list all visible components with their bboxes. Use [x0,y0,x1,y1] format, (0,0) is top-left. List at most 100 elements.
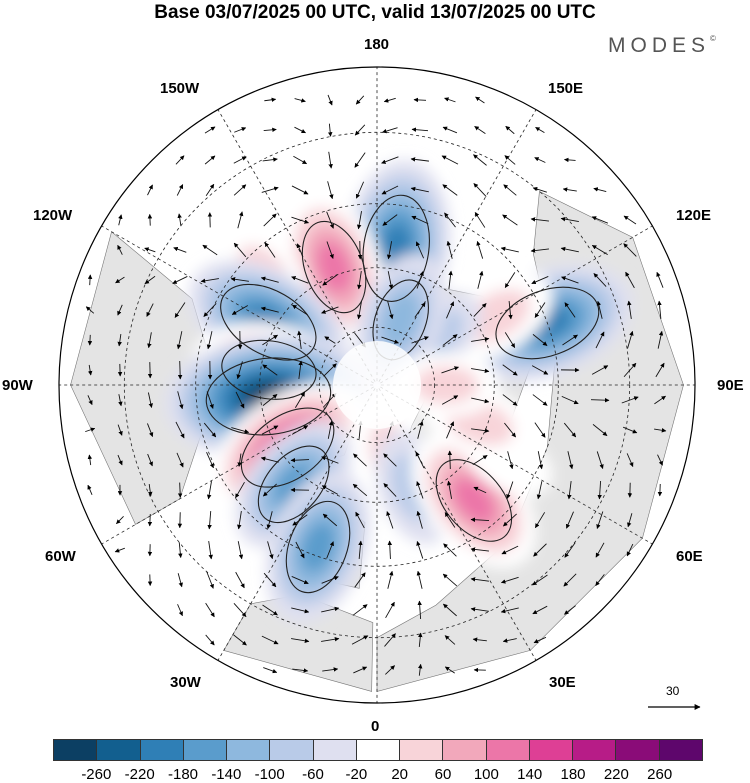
wind-vector [562,334,578,346]
wind-vector [597,480,602,500]
wind-vector [322,513,338,527]
wind-vector [262,157,278,162]
wind-vector [386,241,393,260]
wind-vector [473,154,487,166]
wind-vector [174,302,186,318]
anomaly-contour [205,357,332,436]
wind-vector [534,512,546,529]
colorbar-swatch [443,740,487,760]
wind-vector [442,126,458,134]
wind-vector [237,541,244,560]
colorbar-swatch [54,740,98,760]
wind-vector [356,301,362,320]
wind-vector [321,306,339,314]
wind-vector [322,274,338,286]
wind-vector [327,123,333,137]
wind-vector [291,607,310,614]
colorbar-tick-label: -100 [254,766,285,783]
wind-vector [206,331,213,350]
wind-vector [384,633,396,647]
wind-vector [261,425,279,435]
wind-vector [147,514,153,527]
wind-vector [474,125,486,135]
colorbar-swatch [573,740,617,760]
wind-vector [202,244,218,256]
wind-vector [87,484,93,495]
wind-vector [260,276,279,283]
wind-vector [233,603,247,618]
modes-logo: MODES© [608,34,716,58]
graticule [59,67,695,703]
wind-vector [205,183,215,197]
wind-vector [354,124,366,136]
wind-vector [621,396,639,404]
wind-vector [627,513,633,528]
wind-vector [352,604,368,616]
colorbar-swatch [529,740,574,760]
wind-vector [178,542,183,559]
wind-vector [534,422,546,438]
wind-vector [173,246,187,253]
wind-vector [203,303,217,317]
wind-vector [358,540,363,560]
wind-vector [115,276,125,284]
wind-vector [656,271,664,288]
wind-vector [563,573,577,587]
lon-label-120e: 120E [676,207,712,224]
wind-vector [264,97,277,103]
wind-vector [177,391,184,410]
wind-vector [595,331,605,349]
wind-vector [415,451,425,469]
wind-vector [85,306,95,314]
wind-vector [417,663,423,676]
wind-vector [596,511,604,529]
colorbar-swatch [616,740,660,760]
wind-vector [532,334,548,346]
wind-vector [534,302,546,318]
anomaly-contour [257,445,330,524]
wind-vector [262,604,278,616]
wind-vector [230,277,249,282]
wind-vector [590,397,610,403]
wind-vector [206,391,214,409]
meridian-line [380,386,663,551]
wind-vector [504,422,516,438]
colorbar-swatch [140,740,184,760]
wind-vectors [85,94,667,676]
wind-vector [563,157,576,163]
wind-vector [416,541,424,559]
wind-vector [387,540,393,560]
wind-vector [508,301,513,320]
wind-vector [327,181,334,200]
wind-vector [442,334,458,346]
wind-vector [591,216,609,224]
wind-vector [531,276,549,285]
wind-vector [446,240,453,259]
wind-vector [381,156,399,164]
lon-label-60e: 60E [676,548,703,565]
wind-vector [623,362,637,378]
wind-vector [444,666,455,674]
wind-vector [144,275,156,285]
wind-vector [506,481,514,499]
colorbar-tick-label: -60 [302,766,324,783]
wind-vector [413,97,427,103]
colorbar-swatch [400,740,444,760]
wind-vector [627,300,632,319]
wind-vector [176,184,184,196]
wind-vector [627,330,634,349]
wind-vector [264,242,276,258]
wind-vector [144,247,156,253]
wind-vector [294,98,306,103]
wind-vector [327,420,334,439]
wind-vector [442,184,458,196]
wind-vector [233,242,247,258]
wind-vector [595,542,605,558]
wind-vector [296,243,304,257]
wind-vector [502,638,517,643]
wind-vector [231,305,249,315]
wind-vector [261,635,279,645]
wind-vector [237,453,242,467]
anomaly-contour [435,459,513,542]
wind-vector [418,632,423,648]
